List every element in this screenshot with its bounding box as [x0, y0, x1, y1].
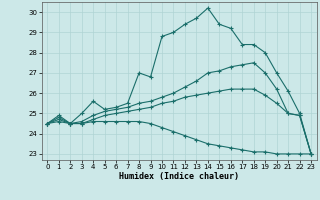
X-axis label: Humidex (Indice chaleur): Humidex (Indice chaleur) [119, 172, 239, 181]
